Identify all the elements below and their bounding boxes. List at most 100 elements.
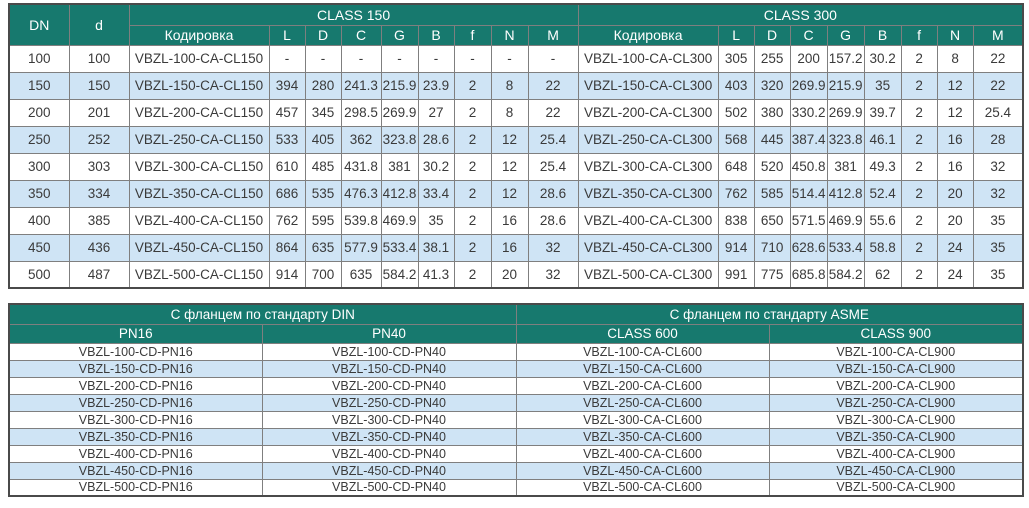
subheader-class150-3: C xyxy=(340,24,382,46)
cell-cl300-1: 991 xyxy=(717,260,755,289)
subheader-flange-1: PN40 xyxy=(261,323,517,344)
flange-code-cell-2: VBZL-400-CA-CL600 xyxy=(515,444,770,463)
cell-cl150-3: 431.8 xyxy=(340,152,382,181)
group-header-asme: С фланцем по стандарту ASME xyxy=(515,303,1024,325)
dim-row-100: 100 100 VBZL-100-CA-CL150- - - - - - - - VBZL-100-… xyxy=(8,44,1024,73)
subheader-class150-1: L xyxy=(268,24,306,46)
cell-cl300-1: 305 xyxy=(717,44,755,73)
cell-cl150-8: 22 xyxy=(527,71,579,100)
cell-cl150-5: 41.3 xyxy=(417,260,455,289)
flange-code-cell-3: VBZL-400-CA-CL900 xyxy=(768,444,1024,463)
flange-code-cell-0: VBZL-400-CD-PN16 xyxy=(8,444,263,463)
flange-code-cell-0: VBZL-350-CD-PN16 xyxy=(8,427,263,446)
cell-dn: 400 xyxy=(8,206,70,235)
subheader-class300-7: N xyxy=(936,24,974,46)
cell-cl300-2: 585 xyxy=(753,179,791,208)
subheader-class300-5: B xyxy=(863,24,902,46)
dim-row-250: 250 252 VBZL-250-CA-CL150 533 405 362 323.8 28.… xyxy=(8,125,1024,154)
flange-row-6: VBZL-350-CD-PN16 VBZL-350-CD-PN40 VBZL-350… xyxy=(8,427,1024,446)
flange-code-cell-1: VBZL-250-CD-PN40 xyxy=(261,393,517,412)
flange-row-8: VBZL-450-CD-PN16 VBZL-450-CD-PN40 VBZL-450… xyxy=(8,461,1024,480)
cell-cl300-7: 24 xyxy=(936,260,974,289)
cell-dn: 350 xyxy=(8,179,70,208)
cell-cl150-0: VBZL-150-CA-CL150 xyxy=(128,71,270,100)
subheader-class150-0: Кодировка xyxy=(128,24,270,46)
cell-d: 201 xyxy=(68,98,130,127)
cell-cl300-6: 2 xyxy=(900,206,938,235)
cell-cl150-1: 533 xyxy=(268,125,306,154)
cell-cl150-7: 8 xyxy=(490,98,529,127)
cell-cl150-1: 864 xyxy=(268,233,306,262)
flange-code-cell-3: VBZL-300-CA-CL900 xyxy=(768,410,1024,429)
cell-cl150-0: VBZL-100-CA-CL150 xyxy=(128,44,270,73)
cell-cl300-7: 12 xyxy=(936,98,974,127)
cell-cl150-3: 476.3 xyxy=(340,179,382,208)
cell-cl300-6: 2 xyxy=(900,179,938,208)
cell-cl150-6: - xyxy=(453,44,492,73)
cell-cl300-5: 62 xyxy=(863,260,902,289)
cell-cl300-4: 215.9 xyxy=(826,71,865,100)
cell-cl300-5: 30.2 xyxy=(863,44,902,73)
flange-code-cell-3: VBZL-100-CA-CL900 xyxy=(768,342,1024,361)
cell-cl300-4: 381 xyxy=(826,152,865,181)
cell-cl300-1: 568 xyxy=(717,125,755,154)
cell-cl150-6: 2 xyxy=(453,71,492,100)
flange-code-cell-0: VBZL-300-CD-PN16 xyxy=(8,410,263,429)
cell-cl150-6: 2 xyxy=(453,179,492,208)
cell-cl300-2: 380 xyxy=(753,98,791,127)
flange-code-cell-0: VBZL-500-CD-PN16 xyxy=(8,478,263,497)
subheader-class300-2: D xyxy=(753,24,791,46)
cell-cl150-5: 27 xyxy=(417,98,455,127)
flange-code-cell-3: VBZL-200-CA-CL900 xyxy=(768,376,1024,395)
subheader-class300-8: M xyxy=(972,24,1024,46)
cell-d: 100 xyxy=(68,44,130,73)
cell-cl150-5: 30.2 xyxy=(417,152,455,181)
cell-cl150-1: 914 xyxy=(268,260,306,289)
subheader-class300-0: Кодировка xyxy=(577,24,719,46)
cell-cl150-2: 405 xyxy=(304,125,342,154)
cell-cl300-2: 445 xyxy=(753,125,791,154)
cell-cl300-2: 710 xyxy=(753,233,791,262)
cell-cl300-0: VBZL-200-CA-CL300 xyxy=(577,98,719,127)
cell-cl150-7: 8 xyxy=(490,71,529,100)
cell-cl150-4: 469.9 xyxy=(380,206,419,235)
cell-cl150-8: 25.4 xyxy=(527,152,579,181)
subheader-class150-4: G xyxy=(380,24,419,46)
cell-cl150-0: VBZL-250-CA-CL150 xyxy=(128,125,270,154)
flange-code-cell-1: VBZL-450-CD-PN40 xyxy=(261,461,517,480)
subheader-class150-8: M xyxy=(527,24,579,46)
cell-cl150-3: 539.8 xyxy=(340,206,382,235)
cell-cl300-0: VBZL-400-CA-CL300 xyxy=(577,206,719,235)
cell-cl300-8: 25.4 xyxy=(972,98,1024,127)
flange-code-cell-2: VBZL-300-CA-CL600 xyxy=(515,410,770,429)
cell-cl300-7: 20 xyxy=(936,206,974,235)
flange-code-cell-2: VBZL-250-CA-CL600 xyxy=(515,393,770,412)
cell-cl150-6: 2 xyxy=(453,233,492,262)
cell-cl300-2: 320 xyxy=(753,71,791,100)
flange-code-cell-2: VBZL-100-CA-CL600 xyxy=(515,342,770,361)
cell-cl300-7: 12 xyxy=(936,71,974,100)
cell-cl150-7: 12 xyxy=(490,179,529,208)
group-header-din: С фланцем по стандарту DIN xyxy=(8,303,517,325)
cell-cl300-6: 2 xyxy=(900,233,938,262)
dim-row-350: 350 334 VBZL-350-CA-CL150 686 535 476.3 412.8 3… xyxy=(8,179,1024,208)
cell-cl300-1: 838 xyxy=(717,206,755,235)
group-header-class150: CLASS 150 xyxy=(128,3,579,26)
cell-cl150-1: 686 xyxy=(268,179,306,208)
cell-cl150-4: 215.9 xyxy=(380,71,419,100)
cell-cl150-4: 381 xyxy=(380,152,419,181)
flange-standards-table: С фланцем по стандарту DIN С фланцем по … xyxy=(8,303,1024,497)
cell-cl150-7: 20 xyxy=(490,260,529,289)
cell-cl300-7: 24 xyxy=(936,233,974,262)
cell-cl150-8: 28.6 xyxy=(527,179,579,208)
cell-cl300-4: 533.4 xyxy=(826,233,865,262)
cell-cl300-4: 584.2 xyxy=(826,260,865,289)
cell-dn: 500 xyxy=(8,260,70,289)
flange-code-cell-1: VBZL-500-CD-PN40 xyxy=(261,478,517,497)
cell-cl300-0: VBZL-500-CA-CL300 xyxy=(577,260,719,289)
cell-cl150-3: 241.3 xyxy=(340,71,382,100)
flange-code-cell-3: VBZL-250-CA-CL900 xyxy=(768,393,1024,412)
cell-d: 150 xyxy=(68,71,130,100)
cell-d: 303 xyxy=(68,152,130,181)
